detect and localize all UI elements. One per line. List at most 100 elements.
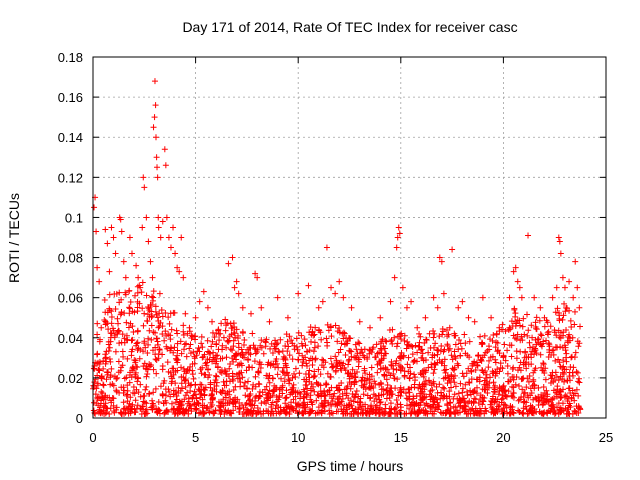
data-point [530,396,537,403]
data-point [288,337,295,344]
data-point [423,367,430,374]
data-point [408,343,415,350]
data-point [223,354,230,361]
data-point [286,380,293,387]
data-point [474,410,481,417]
data-point [120,406,127,413]
data-point [553,332,560,339]
data-point [449,246,456,253]
y-tick-label: 0 [76,411,83,426]
data-point [541,323,548,330]
data-point [375,392,382,399]
data-point [182,310,189,317]
data-point [123,336,130,343]
data-point [412,374,419,381]
data-point [552,410,559,417]
data-point [370,391,377,398]
data-point [384,382,391,389]
data-point [273,341,280,348]
data-point [103,319,110,326]
data-point [212,360,219,367]
data-point [328,284,335,291]
data-point [353,387,360,394]
data-point [105,326,112,333]
data-point [448,352,455,359]
data-point [209,358,216,365]
data-point [430,344,437,351]
data-point [132,369,139,376]
data-point [538,391,545,398]
data-point [506,294,513,301]
data-point [124,355,131,362]
data-point [139,305,146,312]
data-point [532,346,539,353]
data-point [440,348,447,355]
data-point [451,391,458,398]
data-point [336,360,343,367]
data-point [373,407,380,414]
data-point [154,164,161,171]
data-point [410,395,417,402]
data-point [512,313,519,320]
data-point [323,380,330,387]
data-point [565,334,572,341]
data-point [149,293,156,300]
data-point [533,325,540,332]
data-point [121,387,128,394]
data-point [118,384,125,391]
data-point [137,381,144,388]
data-point [413,358,420,365]
data-point [538,364,545,371]
data-point [377,404,384,411]
data-point [195,410,202,417]
data-point [510,376,517,383]
data-point [239,304,246,311]
data-point [102,355,109,362]
data-point [213,382,220,389]
data-point [134,289,141,296]
data-point [409,351,416,358]
data-point [468,368,475,375]
data-point [306,367,313,374]
data-point [415,385,422,392]
data-point [566,337,573,344]
data-point [482,407,489,414]
data-point [251,358,258,365]
data-point [153,356,160,363]
data-point [430,294,437,301]
data-point [566,278,573,285]
data-point [132,373,139,380]
data-point [443,393,450,400]
data-point [91,204,98,211]
data-point [249,385,256,392]
data-point [180,322,187,329]
data-point [398,336,405,343]
data-point [509,322,516,329]
data-point [98,324,105,331]
data-point [184,330,191,337]
data-point [366,408,373,415]
data-point [474,362,481,369]
data-point [373,341,380,348]
data-point [234,375,241,382]
data-point [356,340,363,347]
data-point [500,382,507,389]
data-point [392,360,399,367]
data-point [377,340,384,347]
data-point [219,342,226,349]
data-point [345,361,352,368]
data-point [315,392,322,399]
data-point [339,395,346,402]
data-point [393,410,400,417]
data-point [120,258,127,265]
data-point [211,379,218,386]
data-point [486,346,493,353]
data-point [366,395,373,402]
data-point [123,392,130,399]
data-point [141,184,148,191]
data-point [344,383,351,390]
data-point [415,410,422,417]
data-point [559,344,566,351]
data-point [176,409,183,416]
data-point [204,304,211,311]
